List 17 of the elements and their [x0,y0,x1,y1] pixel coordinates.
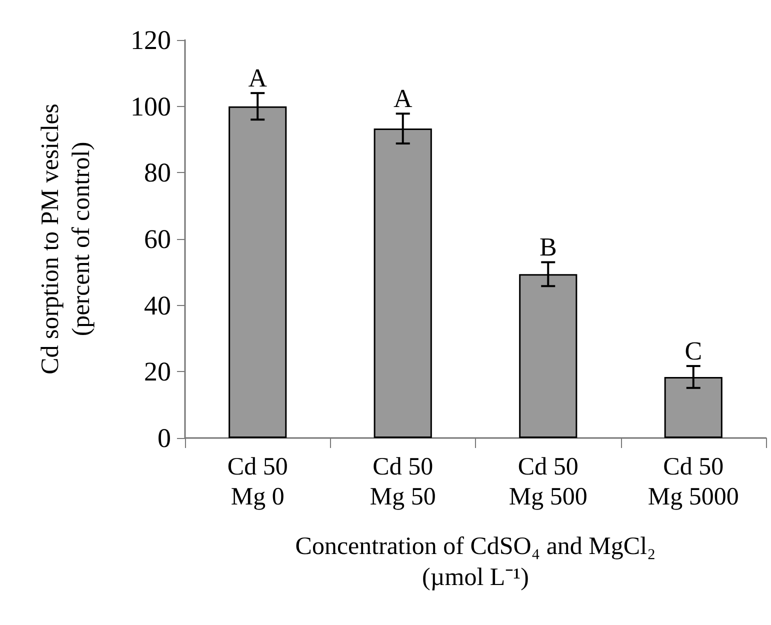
y-tick-label: 60 [144,224,171,254]
x-axis-title: Concentration of CdSO₄ and MgCl₂ (µmol L⁻¹) [295,533,656,591]
y-tick-label: 0 [158,423,171,453]
y-tick-label: 100 [130,91,171,122]
annotation: B [539,232,557,262]
x-tick-label: Cd 50 Mg 0 [227,454,288,510]
y-tick-label: 80 [144,158,171,188]
annotation: A [393,84,412,114]
x-tick-label: Cd 50 Mg 50 [370,454,436,510]
y-tick-label: 40 [144,290,171,320]
annotation: C [684,336,702,366]
x-tick-label: Cd 50 Mg 5000 [648,454,739,510]
y-tick-label: 120 [130,25,171,55]
annotation: A [248,64,268,93]
y-axis-title: Cd sorption to PM vesicles (percent of control) [37,104,95,374]
x-tick-label: Cd 50 Mg 500 [508,454,588,510]
y-tick-label: 20 [144,356,171,387]
